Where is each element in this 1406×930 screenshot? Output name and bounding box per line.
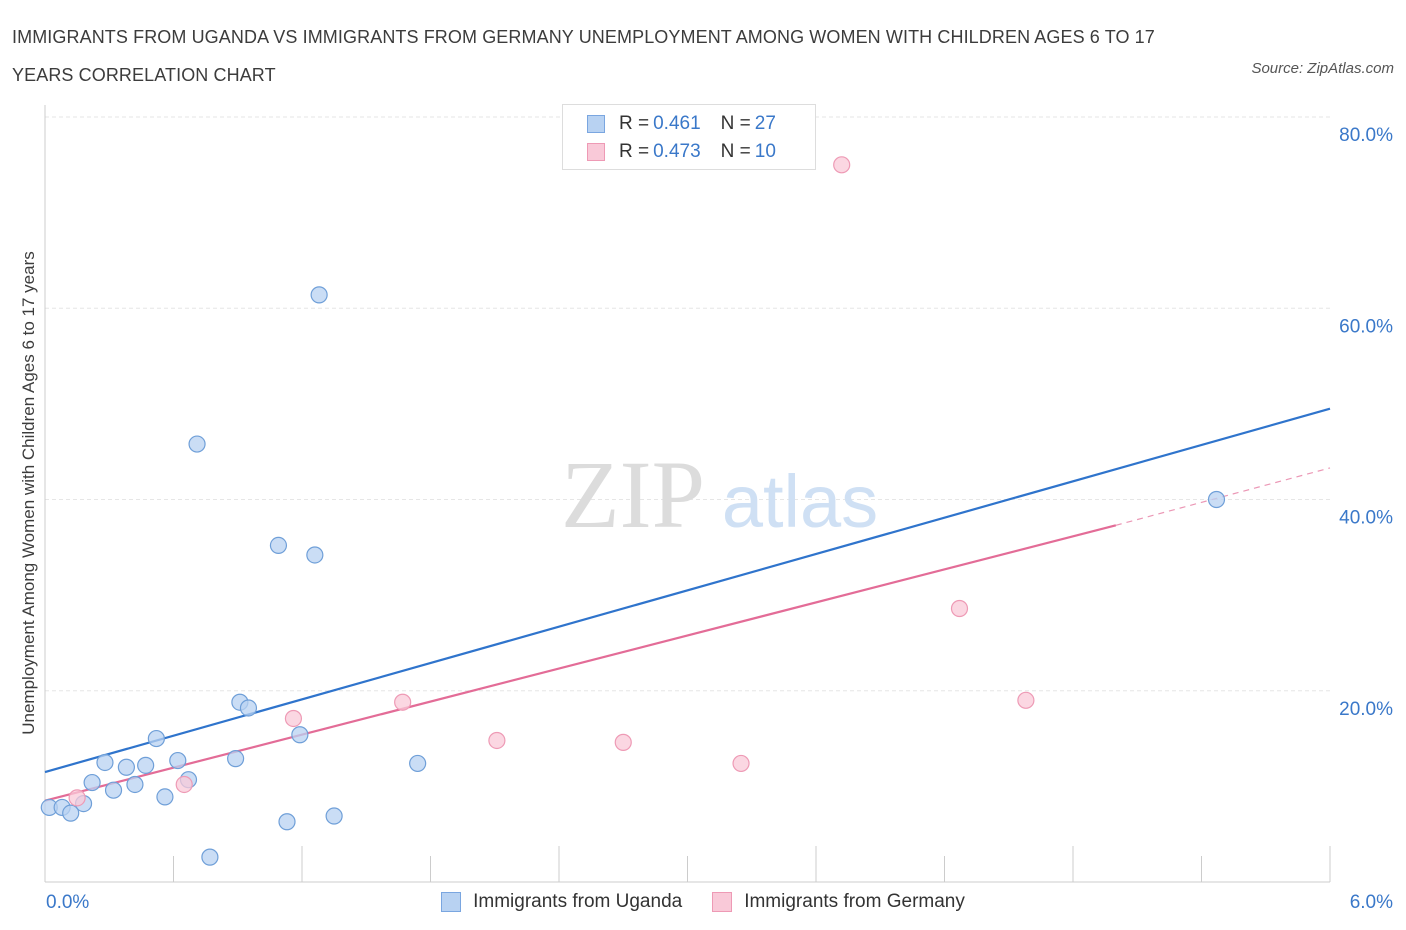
legend-n-value: 10	[754, 141, 776, 162]
point-1-4	[488, 731, 506, 750]
point-0-18	[239, 699, 258, 717]
point-1-6	[732, 754, 750, 773]
legend-label-uganda: Immigrants from Uganda	[473, 891, 683, 912]
point-0-21	[291, 726, 309, 744]
point-0-5	[96, 753, 114, 772]
x-tick-label-1: 6.0%	[1350, 892, 1393, 913]
x-tick-label-0: 0.0%	[46, 892, 89, 913]
legend-row-uganda: R = 0.461 N = 27	[587, 112, 776, 136]
y-tick-label-0: 20.0%	[1339, 699, 1393, 720]
point-0-8	[126, 775, 144, 794]
point-1-0	[68, 789, 86, 807]
axes	[44, 105, 1331, 883]
legend-swatch-uganda	[587, 115, 605, 133]
point-0-22	[306, 546, 324, 564]
legend-r-value: 0.461	[653, 113, 701, 134]
point-0-11	[156, 788, 174, 806]
chart-title: IMMIGRANTS FROM UGANDA VS IMMIGRANTS FRO…	[12, 27, 1155, 85]
legend-n-label: N =	[720, 113, 751, 134]
y-tick-label-3: 80.0%	[1339, 125, 1393, 146]
grid-lines	[45, 116, 1330, 692]
point-0-10	[147, 729, 165, 748]
legend-item-uganda: Immigrants from Uganda	[441, 891, 682, 913]
tick-labels: 20.0% 40.0% 60.0% 80.0% 0.0% 6.0%	[46, 125, 1393, 913]
point-0-9	[137, 756, 155, 774]
point-0-4	[83, 773, 101, 792]
point-1-9	[1017, 691, 1035, 709]
data-points	[40, 156, 1226, 866]
trend-line-1	[44, 524, 1117, 802]
series-legend: Immigrants from Uganda Immigrants from G…	[0, 888, 1406, 916]
point-0-20	[278, 813, 296, 831]
point-0-19	[269, 536, 288, 555]
legend-n-value: 27	[754, 113, 776, 134]
point-1-1	[175, 775, 193, 794]
trend-line-0	[44, 407, 1331, 774]
chart-source: Source: ZipAtlas.com	[1251, 60, 1394, 77]
y-axis-label: Unemployment Among Women with Children A…	[19, 251, 38, 735]
watermark-zip: ZIP	[561, 441, 705, 548]
y-tick-label-1: 40.0%	[1339, 508, 1393, 529]
legend-swatch-germany	[587, 143, 605, 161]
point-1-7	[833, 156, 851, 174]
point-0-23	[310, 286, 328, 304]
point-0-16	[227, 750, 245, 768]
point-0-15	[201, 848, 219, 866]
point-1-3	[394, 693, 412, 711]
legend-label-germany: Immigrants from Germany	[744, 891, 965, 912]
stats-legend: R = 0.461 N = 27 R = 0.473 N = 10	[562, 104, 816, 170]
point-0-7	[117, 758, 135, 776]
legend-r-value: 0.473	[653, 141, 701, 162]
legend-swatch-uganda	[441, 892, 462, 912]
legend-n-label: N =	[720, 141, 751, 162]
watermark-atlas: atlas	[722, 460, 878, 543]
point-0-14	[188, 435, 206, 453]
point-0-12	[169, 751, 187, 770]
point-1-8	[950, 599, 969, 618]
point-0-2	[62, 804, 80, 822]
legend-r-label: R =	[619, 141, 650, 162]
legend-item-germany: Immigrants from Germany	[712, 891, 965, 913]
point-1-5	[614, 733, 632, 751]
y-tick-label-2: 60.0%	[1339, 316, 1393, 337]
legend-swatch-germany	[712, 892, 733, 912]
point-1-2	[284, 709, 303, 728]
point-0-25	[409, 754, 427, 773]
watermark: ZIP atlas	[561, 441, 878, 548]
point-0-24	[325, 807, 343, 825]
point-0-26	[1207, 490, 1226, 509]
legend-row-germany: R = 0.473 N = 10	[587, 140, 776, 164]
legend-r-label: R =	[619, 113, 650, 134]
point-0-6	[104, 781, 123, 799]
